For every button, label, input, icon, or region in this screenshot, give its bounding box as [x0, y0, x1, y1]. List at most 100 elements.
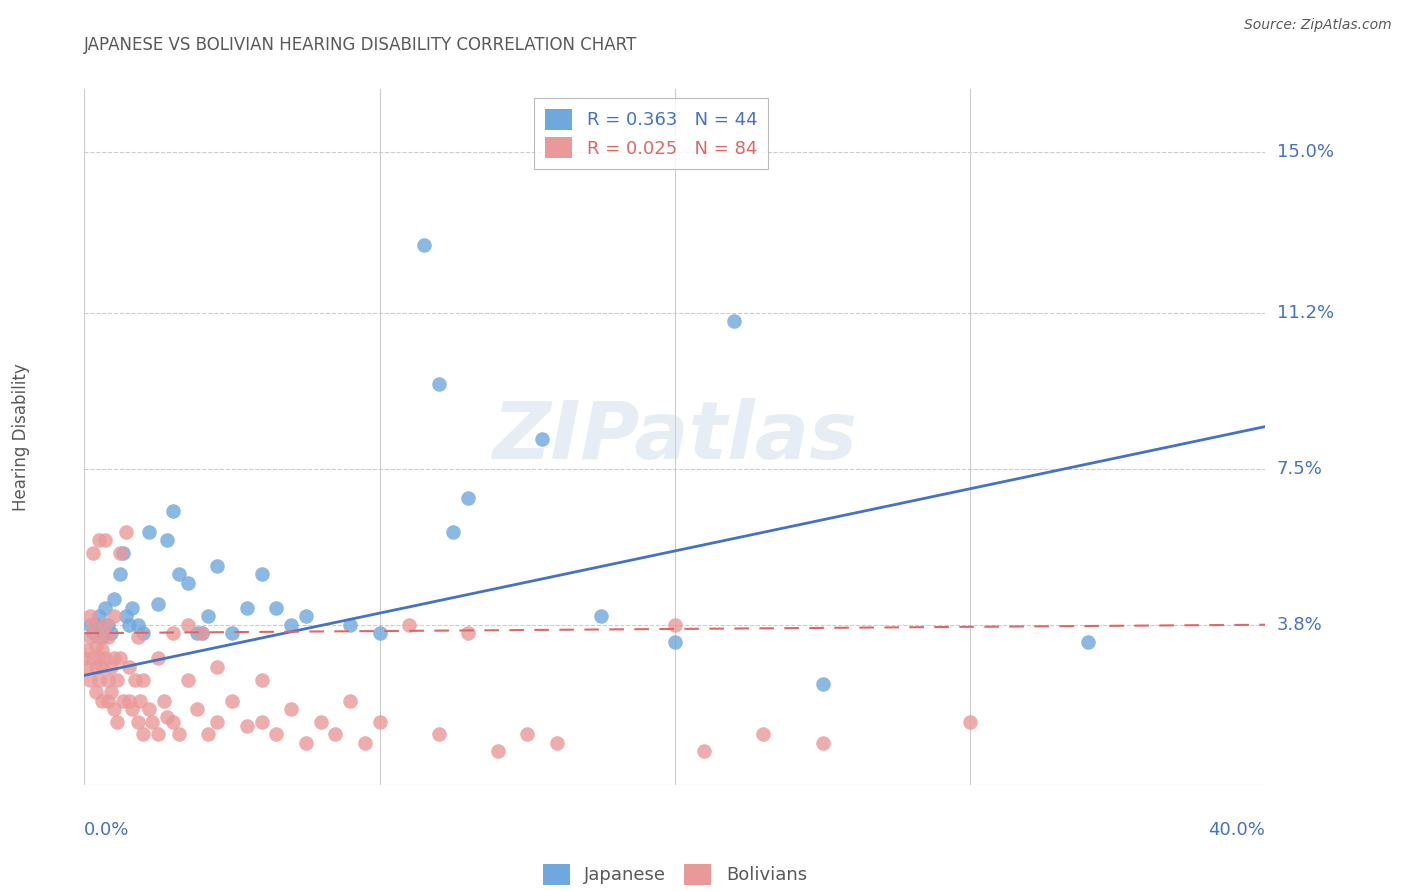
Point — [91, 693, 114, 707]
Point — [811, 736, 834, 750]
Point — [76, 660, 98, 674]
Point — [323, 727, 347, 741]
Point — [530, 432, 553, 446]
Point — [177, 575, 200, 590]
Point — [82, 546, 104, 560]
Point — [97, 617, 120, 632]
Point — [94, 651, 117, 665]
Point — [108, 651, 131, 665]
Point — [693, 744, 716, 758]
Point — [280, 617, 302, 632]
Point — [221, 626, 243, 640]
Point — [73, 651, 96, 665]
Point — [811, 677, 834, 691]
Point — [295, 736, 318, 750]
Point — [1077, 634, 1099, 648]
Point — [264, 600, 288, 615]
Point — [114, 609, 136, 624]
Point — [97, 673, 120, 687]
Point — [264, 727, 288, 741]
Point — [103, 592, 125, 607]
Point — [354, 736, 377, 750]
Point — [94, 600, 117, 615]
Point — [124, 673, 146, 687]
Point — [121, 600, 143, 615]
Point — [84, 639, 107, 653]
Point — [235, 600, 259, 615]
Point — [752, 727, 775, 741]
Point — [79, 631, 101, 645]
Point — [427, 727, 450, 741]
Point — [87, 533, 111, 548]
Point — [91, 631, 114, 645]
Point — [111, 546, 134, 560]
Point — [486, 744, 509, 758]
Point — [191, 626, 214, 640]
Text: 15.0%: 15.0% — [1277, 144, 1334, 161]
Point — [457, 626, 479, 640]
Text: 7.5%: 7.5% — [1277, 459, 1323, 478]
Point — [97, 693, 120, 707]
Point — [138, 524, 160, 539]
Point — [959, 714, 981, 729]
Point — [177, 617, 200, 632]
Point — [664, 617, 686, 632]
Point — [398, 617, 420, 632]
Point — [295, 609, 318, 624]
Point — [205, 558, 228, 573]
Point — [205, 660, 228, 674]
Text: 40.0%: 40.0% — [1209, 821, 1265, 838]
Point — [132, 626, 155, 640]
Point — [250, 567, 273, 582]
Text: 11.2%: 11.2% — [1277, 303, 1334, 322]
Point — [103, 609, 125, 624]
Point — [280, 702, 302, 716]
Point — [186, 702, 208, 716]
Point — [591, 609, 613, 624]
Point — [368, 626, 391, 640]
Point — [250, 714, 273, 729]
Point — [105, 673, 128, 687]
Point — [103, 702, 125, 716]
Point — [118, 693, 141, 707]
Point — [79, 673, 101, 687]
Point — [156, 710, 179, 724]
Text: Hearing Disability: Hearing Disability — [13, 363, 30, 511]
Point — [546, 736, 568, 750]
Point — [186, 626, 208, 640]
Point — [76, 643, 98, 657]
Point — [162, 626, 184, 640]
Point — [82, 651, 104, 665]
Point — [177, 673, 200, 687]
Point — [162, 714, 184, 729]
Point — [87, 651, 111, 665]
Text: Source: ZipAtlas.com: Source: ZipAtlas.com — [1244, 18, 1392, 32]
Text: 3.8%: 3.8% — [1277, 615, 1323, 633]
Point — [156, 533, 179, 548]
Point — [94, 617, 117, 632]
Point — [79, 609, 101, 624]
Point — [162, 504, 184, 518]
Point — [132, 673, 155, 687]
Point — [138, 702, 160, 716]
Point — [339, 693, 361, 707]
Point — [413, 238, 436, 252]
Point — [84, 660, 107, 674]
Point — [79, 617, 101, 632]
Point — [129, 693, 152, 707]
Point — [97, 631, 120, 645]
Point — [197, 609, 219, 624]
Legend: Japanese, Bolivians: Japanese, Bolivians — [536, 856, 814, 892]
Point — [105, 714, 128, 729]
Text: ZIPatlas: ZIPatlas — [492, 398, 858, 476]
Point — [148, 597, 170, 611]
Point — [516, 727, 538, 741]
Point — [121, 702, 143, 716]
Point — [118, 660, 141, 674]
Point — [153, 693, 176, 707]
Point — [127, 714, 149, 729]
Point — [111, 693, 134, 707]
Point — [167, 567, 190, 582]
Point — [84, 617, 107, 632]
Point — [108, 546, 131, 560]
